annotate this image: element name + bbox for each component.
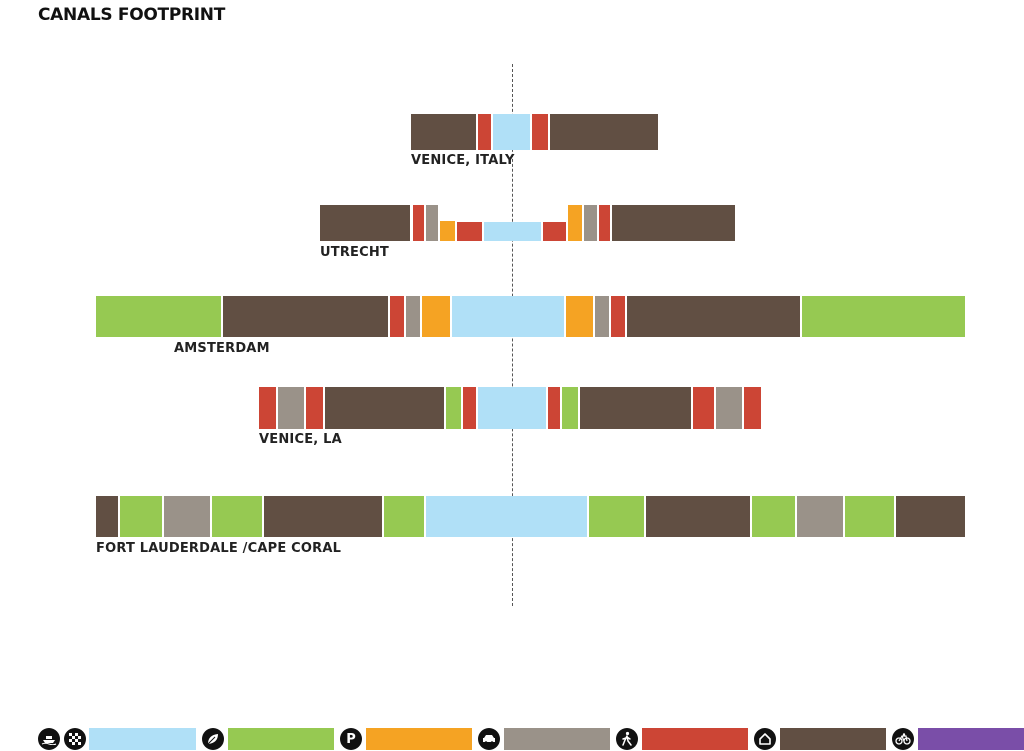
segment-green [96,296,221,337]
legend-swatch-bike [918,728,1024,750]
segment-building [612,205,735,241]
segment-road [716,387,742,429]
segment-pedestrian [463,387,476,429]
segment-green [212,496,262,537]
grid-icon [64,728,86,750]
segment-road [426,205,438,241]
segment-building [411,114,476,150]
segment-parking [422,296,450,337]
segment-road [595,296,609,337]
segment-road [584,205,597,241]
segment-pedestrian [306,387,323,429]
segment-water [478,387,546,429]
row-label: UTRECHT [320,245,390,260]
bike-icon [892,728,914,750]
segment-water [452,296,564,337]
row-label: VENICE, ITALY [411,153,515,168]
row-label: VENICE, LA [259,432,342,447]
segment-pedestrian [611,296,625,337]
segment-water [484,222,541,241]
legend-swatch-water [89,728,196,750]
segment-green [752,496,795,537]
segment-building [550,114,658,150]
segment-pedestrian [478,114,491,150]
segment-road [406,296,420,337]
segment-green [446,387,461,429]
segment-building [264,496,382,537]
row-label: FORT LAUDERDALE /CAPE CORAL [96,541,342,556]
segment-building [896,496,965,537]
segment-water [426,496,587,537]
segment-pedestrian [457,222,482,241]
pedestrian-icon [616,728,638,750]
segment-pedestrian [744,387,761,429]
segment-pedestrian [413,205,424,241]
segment-pedestrian [548,387,560,429]
segment-parking [440,221,455,241]
segment-road [164,496,210,537]
segment-pedestrian [599,205,610,241]
segment-building [223,296,388,337]
segment-pedestrian [693,387,714,429]
segment-pedestrian [532,114,548,150]
segment-road [278,387,304,429]
segment-parking [566,296,593,337]
segment-green [802,296,965,337]
segment-green [120,496,162,537]
segment-building [627,296,800,337]
segment-road [797,496,843,537]
parking-icon: P [340,728,362,750]
segment-green [384,496,424,537]
segment-green [562,387,578,429]
segment-building [96,496,118,537]
segment-building [320,205,410,241]
legend-swatch-building [780,728,886,750]
house-icon [754,728,776,750]
segment-pedestrian [259,387,276,429]
legend-swatch-pedestrian [642,728,748,750]
segment-parking [568,205,582,241]
row-label: AMSTERDAM [174,341,270,356]
boat-icon [38,728,60,750]
segment-pedestrian [390,296,404,337]
segment-green [589,496,644,537]
leaf-icon [202,728,224,750]
segment-building [580,387,691,429]
segment-pedestrian [543,222,566,241]
segment-green [845,496,894,537]
legend-swatch-parking [366,728,472,750]
page-title: CANALS FOOTPRINT [38,5,226,25]
segment-water [493,114,530,150]
car-icon [478,728,500,750]
segment-building [646,496,750,537]
segment-building [325,387,444,429]
legend-swatch-road [504,728,610,750]
legend-swatch-green [228,728,334,750]
